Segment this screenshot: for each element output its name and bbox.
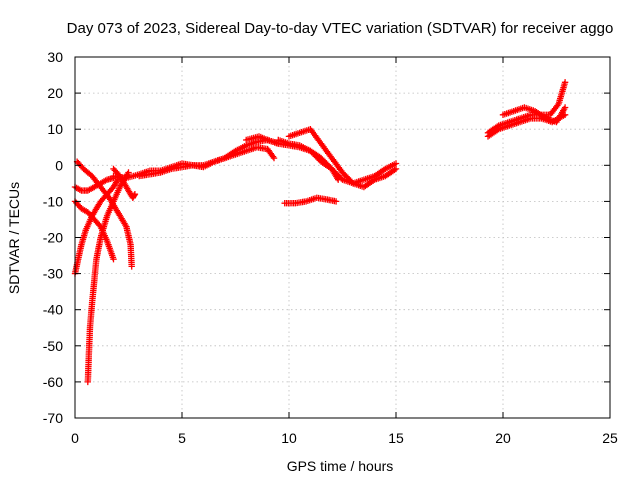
- x-tick-label: 25: [602, 430, 618, 446]
- y-axis-label: SDTVAR / TECUs: [6, 182, 22, 294]
- x-tick-label: 20: [495, 430, 511, 446]
- y-tick-label: -10: [43, 193, 63, 209]
- x-tick-label: 10: [281, 430, 297, 446]
- series-arc-15: [499, 104, 569, 126]
- x-tick-label: 0: [71, 430, 79, 446]
- x-axis-label: GPS time / hours: [287, 458, 394, 474]
- y-tick-label: -40: [43, 302, 63, 318]
- series-markers: [275, 136, 400, 187]
- y-tick-label: -50: [43, 338, 63, 354]
- y-tick-label: 20: [47, 85, 63, 101]
- chart-title: Day 073 of 2023, Sidereal Day-to-day VTE…: [67, 20, 614, 37]
- series-arc-11: [275, 136, 400, 187]
- axis-ticks: 0 5 10 15 20 25 30 20 10 0 -10 -20 -30 -40 -50 -60 -70: [43, 49, 618, 446]
- series-markers: [281, 194, 340, 207]
- y-tick-label: -30: [43, 266, 63, 282]
- y-tick-label: 10: [47, 121, 63, 137]
- y-tick-label: 30: [47, 49, 63, 65]
- x-tick-label: 15: [388, 430, 404, 446]
- series-markers: [84, 169, 132, 386]
- series-arc-8: [136, 144, 278, 180]
- y-tick-label: -20: [43, 230, 63, 246]
- series-markers: [136, 144, 278, 180]
- series-arc-12: [281, 194, 340, 207]
- series-arc-5: [84, 169, 132, 386]
- x-tick-label: 5: [178, 430, 186, 446]
- grid-layer: [75, 57, 610, 418]
- y-tick-label: 0: [55, 157, 63, 173]
- series-markers: [499, 104, 569, 126]
- y-tick-label: -60: [43, 374, 63, 390]
- y-tick-label: -70: [43, 410, 63, 426]
